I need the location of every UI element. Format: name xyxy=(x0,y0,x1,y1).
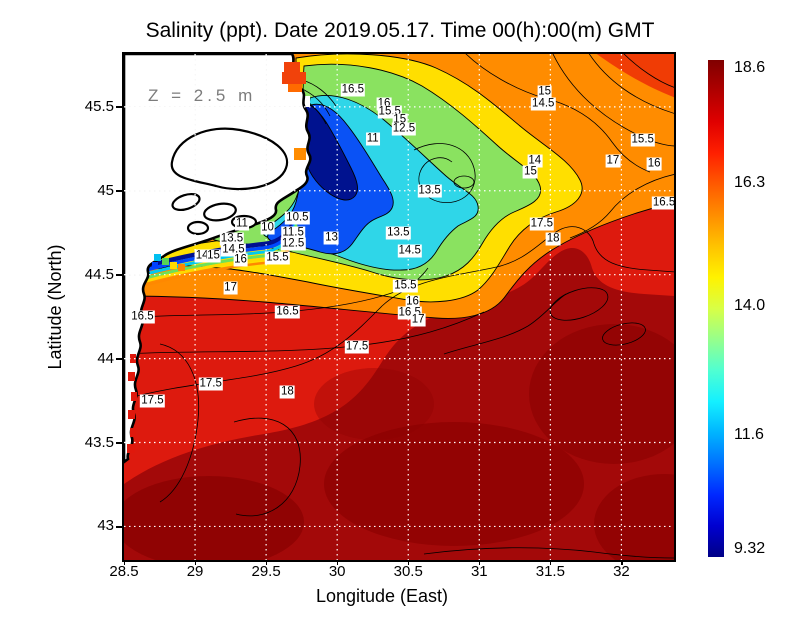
contour-label: 14.5 xyxy=(221,243,246,257)
contour-label: 14 xyxy=(194,249,210,263)
contour-label: 11 xyxy=(365,132,380,146)
contour-label: 17.5 xyxy=(140,394,165,408)
coastal-cells xyxy=(127,62,306,453)
contour-label: 17 xyxy=(223,281,238,295)
contour-label: 16.5 xyxy=(340,83,365,97)
x-tick-label: 29.5 xyxy=(251,563,281,580)
x-tick-label: 28.5 xyxy=(109,563,139,580)
y-tick-mark xyxy=(116,274,122,276)
contour-label: 17 xyxy=(605,154,621,168)
x-tick-label: 30.5 xyxy=(393,563,423,580)
contour-label: 15 xyxy=(206,249,221,263)
contour-label: 14.5 xyxy=(397,244,422,258)
darkest-red-blobs xyxy=(124,324,674,560)
map-plot-area: Z = 2.5 m 16.5 15 14.5 16 15.5 15 12.5 11 15.5 17… xyxy=(122,52,676,562)
contour-label: 13 xyxy=(324,231,339,245)
contour-label: 15 xyxy=(537,85,553,99)
contour-label: 15 xyxy=(523,165,538,179)
contour-label: 15.5 xyxy=(265,251,290,265)
contour-label: 18 xyxy=(545,232,561,246)
x-tick-mark xyxy=(478,560,481,565)
colorbar-tick-label: 11.6 xyxy=(734,425,764,443)
sea-fill-layers xyxy=(124,54,674,560)
top-right-red-corner xyxy=(596,54,674,98)
x-tick-label: 31.5 xyxy=(535,563,565,580)
y-tick-mark xyxy=(116,358,122,360)
colorbar-tick-label: 16.3 xyxy=(734,174,766,192)
lagoons xyxy=(170,127,289,236)
y-tick-mark xyxy=(116,442,122,444)
x-tick-mark xyxy=(549,560,552,565)
depth-annotation: Z = 2.5 m xyxy=(148,86,257,105)
colorbar-tick-label: 9.32 xyxy=(734,540,766,557)
contour-label: 14 xyxy=(527,154,543,168)
contour-label: 11 xyxy=(234,217,249,231)
contour-label: 12.5 xyxy=(280,237,306,251)
contour-label: 10.5 xyxy=(285,211,310,225)
x-tick-label: 32 xyxy=(613,563,630,580)
y-tick-label: 43.5 xyxy=(84,433,114,451)
contour-label: 16.5 xyxy=(275,305,300,319)
contour-label: 10 xyxy=(260,221,275,235)
contour-label: 17.5 xyxy=(198,377,223,391)
dniester-liman xyxy=(170,127,289,191)
contour-label: 13.5 xyxy=(219,232,245,246)
salinity-field-canvas xyxy=(124,54,674,560)
colorbar-tick-label: 14.0 xyxy=(734,297,766,315)
y-tick-mark xyxy=(116,190,122,192)
contour-label: 14.5 xyxy=(531,97,556,110)
x-tick-mark xyxy=(123,560,126,565)
colorbar xyxy=(708,60,724,557)
y-tick-label: 44.5 xyxy=(84,265,114,283)
x-tick-mark xyxy=(407,560,410,565)
x-tick-mark xyxy=(620,560,623,565)
contour-label: 18 xyxy=(280,385,295,399)
x-tick-label: 30 xyxy=(328,563,346,580)
contour-label: 15.5 xyxy=(393,279,418,293)
colorbar-tick-label: 18.6 xyxy=(734,59,766,76)
contour-label: 16 xyxy=(646,157,662,171)
contour-label: 16.5 xyxy=(651,196,676,210)
contour-label: 15.5 xyxy=(630,133,655,147)
y-tick-mark xyxy=(116,106,122,108)
contour-label: 16.5 xyxy=(130,310,155,324)
contour-label: 11.5 xyxy=(281,226,305,240)
contour-label: 17.5 xyxy=(529,217,555,231)
contour-label: 16 xyxy=(233,253,248,267)
y-tick-mark xyxy=(116,525,122,528)
y-tick-label: 45.5 xyxy=(84,97,114,115)
y-tick-label: 45 xyxy=(97,181,114,199)
land xyxy=(124,54,312,464)
x-tick-mark xyxy=(336,560,339,565)
y-tick-label: 43 xyxy=(97,517,114,535)
chart-title: Salinity (ppt). Date 2019.05.17. Time 00… xyxy=(145,19,655,42)
contour-label: 12.5 xyxy=(391,122,417,136)
contour-label: 13.5 xyxy=(386,226,411,240)
y-axis-title: Latitude (North) xyxy=(45,244,65,370)
contour-label: 17 xyxy=(410,313,426,327)
contour-label: 16 xyxy=(405,295,420,309)
x-tick-label: 31 xyxy=(470,563,488,580)
x-tick-mark xyxy=(194,560,197,565)
x-tick-mark xyxy=(265,560,268,565)
contour-lines xyxy=(124,54,674,559)
y-tick-label: 44 xyxy=(97,349,114,367)
contour-label: 17.5 xyxy=(344,340,370,354)
x-axis-title: Longitude (East) xyxy=(315,586,449,606)
x-tick-label: 29 xyxy=(186,563,204,580)
contour-label: 13.5 xyxy=(417,184,442,198)
